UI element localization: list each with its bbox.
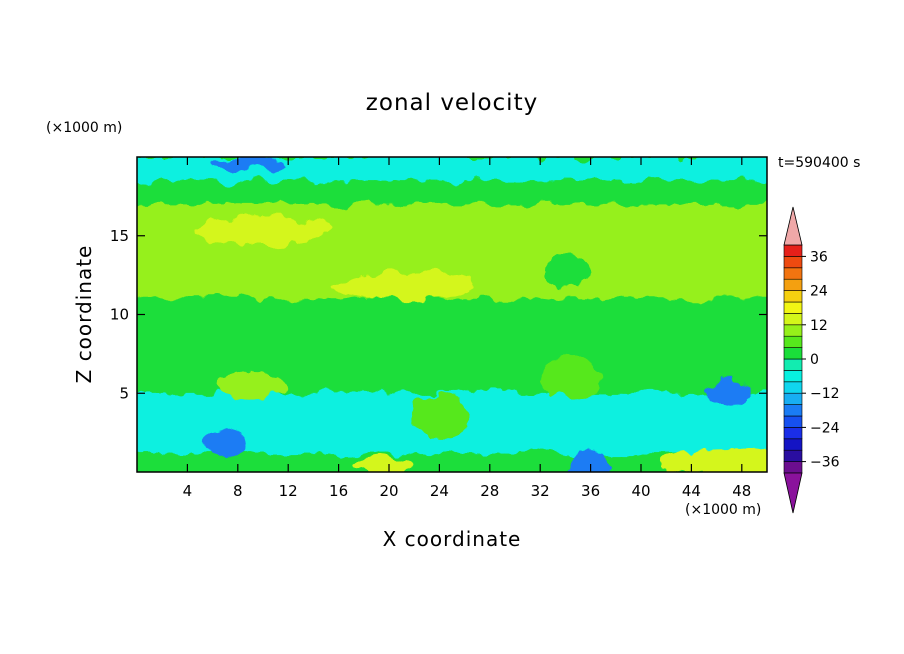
x-tick-label: 40: [631, 482, 650, 500]
x-tick-label: 44: [682, 482, 701, 500]
colorbar-tick-label: 36: [810, 249, 828, 265]
colorbar-tick-label: 24: [810, 284, 828, 300]
contour-feature: [568, 448, 613, 472]
colorbar-tick-label: −12: [810, 386, 840, 402]
contour-shapes: [137, 157, 767, 472]
x-tick-label: 20: [379, 482, 398, 500]
colorbar-swatch: [783, 267, 803, 280]
colorbar-swatch: [783, 427, 803, 440]
colorbar-swatch: [783, 415, 803, 428]
colorbar-swatch: [783, 381, 803, 394]
x-tick-label: 8: [233, 482, 243, 500]
colorbar-tick-label: −36: [810, 455, 840, 471]
contour-feature: [409, 394, 470, 439]
colorbar-tick-label: 0: [810, 352, 819, 368]
contour-field: [137, 157, 767, 472]
contour-band: [137, 180, 767, 205]
colorbar-max-triangle: [783, 206, 803, 246]
contour-feature: [331, 272, 472, 301]
colorbar-swatch: [783, 370, 803, 383]
x-tick-label: 28: [480, 482, 499, 500]
y-axis-unit: (×1000 m): [46, 120, 123, 136]
colorbar-swatch: [783, 278, 803, 291]
contour-feature: [659, 448, 767, 472]
x-tick-label: 32: [531, 482, 550, 500]
colorbar-min-triangle: [783, 472, 803, 514]
contour-feature: [707, 377, 752, 410]
colorbar-swatch: [783, 404, 803, 417]
colorbar-swatch: [783, 335, 803, 348]
colorbar-swatch: [783, 461, 803, 474]
contour-feature: [543, 252, 588, 289]
colorbar-swatch: [783, 290, 803, 303]
time-label: t=590400 s: [778, 155, 861, 171]
colorbar-swatch: [783, 392, 803, 405]
colorbar-swatch: [783, 347, 803, 360]
contour-feature: [541, 355, 602, 400]
x-tick-label: 4: [183, 482, 193, 500]
x-tick-label: 24: [430, 482, 449, 500]
x-tick-label: 16: [329, 482, 348, 500]
chart-title: zonal velocity: [365, 90, 539, 116]
colorbar-swatch: [783, 313, 803, 326]
colorbar: 36 24 12 0 −12 −24 −36: [783, 206, 840, 514]
colorbar-tick-label: 12: [810, 318, 828, 334]
colorbar-swatch: [783, 358, 803, 371]
x-tick-label: 36: [581, 482, 600, 500]
y-tick-label: 10: [110, 306, 129, 324]
y-tick-label: 5: [119, 384, 129, 402]
contour-feature: [193, 217, 333, 246]
y-tick-label: 15: [110, 227, 129, 245]
colorbar-swatch: [783, 301, 803, 314]
x-axis-unit: (×1000 m): [685, 502, 762, 518]
colorbar-swatch: [783, 449, 803, 462]
x-tick-label: 12: [279, 482, 298, 500]
colorbar-swatch: [783, 438, 803, 451]
x-axis-label: X coordinate: [382, 527, 522, 551]
contour-band: [137, 298, 767, 346]
colorbar-tick-label: −24: [810, 420, 840, 436]
contour-band: [137, 157, 767, 181]
contour-feature: [210, 157, 291, 170]
colorbar-swatch: [783, 324, 803, 337]
contour-feature: [352, 455, 413, 472]
contour-feature: [203, 427, 248, 460]
colorbar-swatch: [783, 244, 803, 257]
contour-feature: [215, 371, 286, 400]
x-tick-label: 48: [732, 482, 751, 500]
colorbar-swatch: [783, 256, 803, 269]
